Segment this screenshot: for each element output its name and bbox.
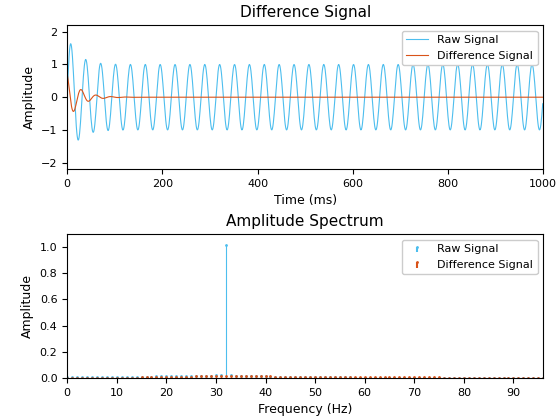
X-axis label: Frequency (Hz): Frequency (Hz)	[258, 403, 352, 416]
Y-axis label: Amplitude: Amplitude	[22, 65, 35, 129]
Title: Amplitude Spectrum: Amplitude Spectrum	[226, 214, 384, 228]
Line: Raw Signal: Raw Signal	[67, 44, 543, 140]
Difference Signal	[64, 71, 71, 76]
Raw Signal	[444, 108, 451, 113]
Raw Signal	[257, 96, 264, 101]
Line: Difference Signal: Difference Signal	[67, 74, 543, 111]
Difference Signal	[539, 94, 546, 100]
Legend: Raw Signal, Difference Signal: Raw Signal, Difference Signal	[402, 31, 538, 65]
Difference Signal	[256, 94, 263, 100]
Title: Difference Signal: Difference Signal	[240, 5, 371, 20]
Raw Signal	[274, 69, 281, 74]
X-axis label: Time (ms): Time (ms)	[274, 194, 337, 207]
Raw Signal	[113, 66, 120, 71]
Raw Signal	[67, 41, 74, 46]
Raw Signal	[539, 101, 546, 106]
Difference Signal	[391, 94, 398, 100]
Raw Signal	[64, 94, 71, 100]
Difference Signal	[274, 94, 281, 100]
Raw Signal	[75, 138, 82, 143]
Raw Signal	[436, 96, 442, 101]
Difference Signal	[70, 109, 77, 114]
Difference Signal	[444, 94, 450, 100]
Legend: Raw Signal, Difference Signal: Raw Signal, Difference Signal	[402, 239, 538, 274]
Raw Signal	[391, 92, 398, 97]
Difference Signal	[113, 95, 120, 100]
Difference Signal	[435, 94, 442, 100]
Y-axis label: Amplitude: Amplitude	[21, 274, 34, 338]
